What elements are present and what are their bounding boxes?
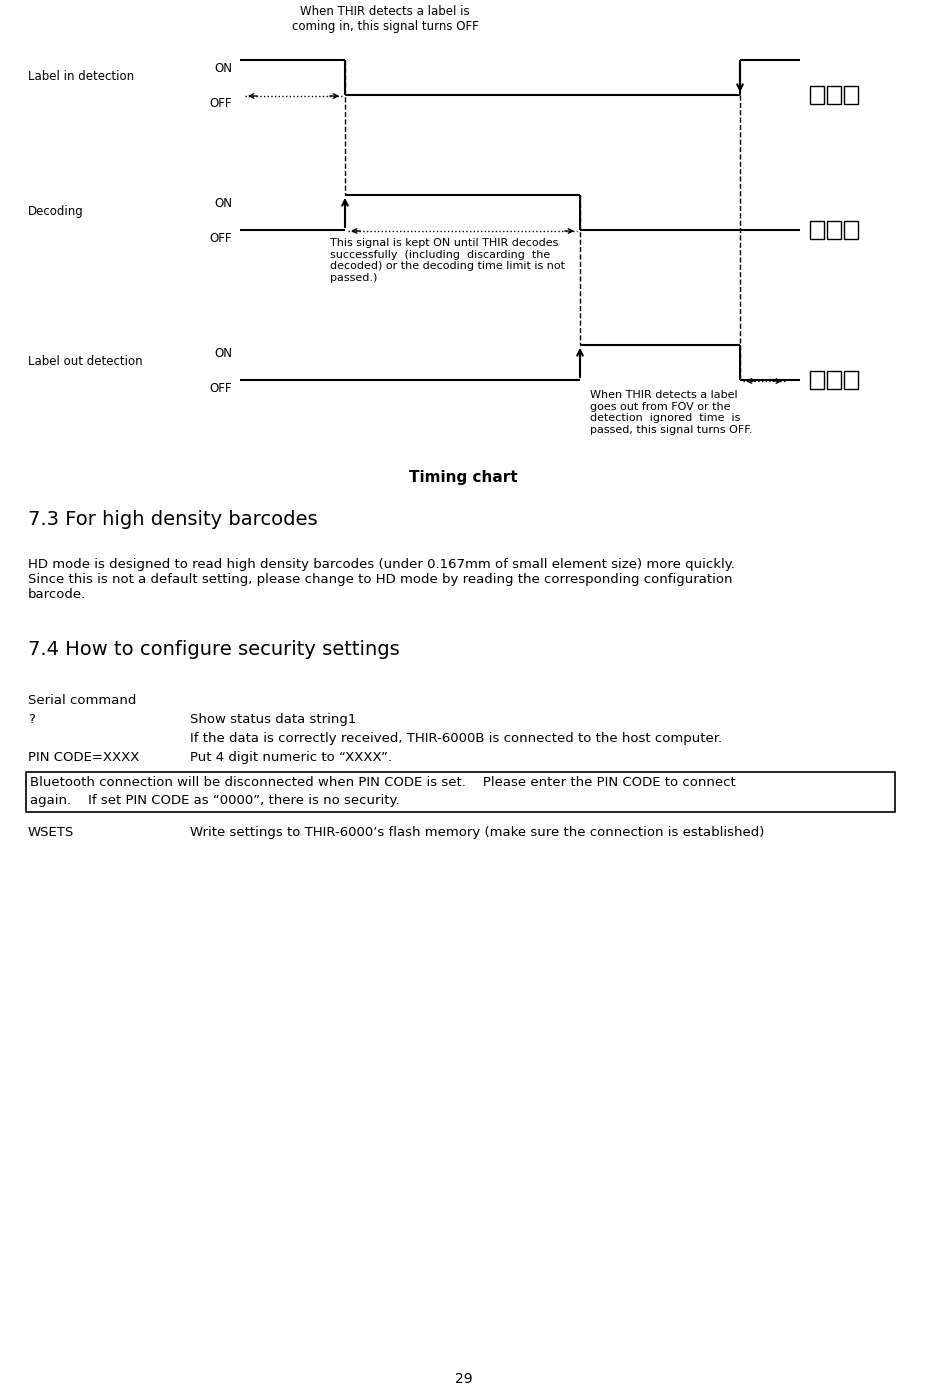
Text: This signal is kept ON until THIR decodes
successfully  (including  discarding  : This signal is kept ON until THIR decode… <box>330 238 565 283</box>
Bar <box>810 85 824 104</box>
Text: PIN CODE=XXXX: PIN CODE=XXXX <box>28 750 139 764</box>
Text: Timing chart: Timing chart <box>409 470 518 484</box>
Bar <box>827 371 841 389</box>
Text: HD mode is designed to read high density barcodes (under 0.167mm of small elemen: HD mode is designed to read high density… <box>28 559 735 601</box>
Bar <box>844 371 858 389</box>
Text: ON: ON <box>214 197 232 210</box>
Text: When THIR detects a label
goes out from FOV or the
detection  ignored  time  is
: When THIR detects a label goes out from … <box>590 391 753 435</box>
Text: Put 4 digit numeric to “XXXX”.: Put 4 digit numeric to “XXXX”. <box>190 750 392 764</box>
Text: If the data is correctly received, THIR-6000B is connected to the host computer.: If the data is correctly received, THIR-… <box>190 732 722 745</box>
Bar <box>26 771 895 812</box>
Bar <box>810 371 824 389</box>
Text: Decoding: Decoding <box>28 204 83 218</box>
Text: Label in detection: Label in detection <box>28 70 134 83</box>
Bar <box>844 221 858 239</box>
Text: Bluetooth connection will be disconnected when PIN CODE is set.    Please enter : Bluetooth connection will be disconnecte… <box>30 776 736 790</box>
Text: OFF: OFF <box>210 382 232 395</box>
Text: 7.3 For high density barcodes: 7.3 For high density barcodes <box>28 510 318 529</box>
Text: When THIR detects a label is
coming in, this signal turns OFF: When THIR detects a label is coming in, … <box>292 6 478 34</box>
Text: ON: ON <box>214 347 232 360</box>
Text: OFF: OFF <box>210 232 232 245</box>
Text: ON: ON <box>214 62 232 76</box>
Text: Show status data string1: Show status data string1 <box>190 713 356 727</box>
Text: again.    If set PIN CODE as “0000”, there is no security.: again. If set PIN CODE as “0000”, there … <box>30 794 400 806</box>
Bar <box>844 85 858 104</box>
Text: 7.4 How to configure security settings: 7.4 How to configure security settings <box>28 640 400 659</box>
Bar <box>827 221 841 239</box>
Text: Label out detection: Label out detection <box>28 356 143 368</box>
Text: Write settings to THIR-6000’s flash memory (make sure the connection is establis: Write settings to THIR-6000’s flash memo… <box>190 826 765 839</box>
Bar <box>810 221 824 239</box>
Text: Serial command: Serial command <box>28 694 136 707</box>
Text: OFF: OFF <box>210 97 232 111</box>
Bar <box>827 85 841 104</box>
Text: 29: 29 <box>454 1372 473 1386</box>
Text: ?: ? <box>28 713 35 727</box>
Text: WSETS: WSETS <box>28 826 74 839</box>
